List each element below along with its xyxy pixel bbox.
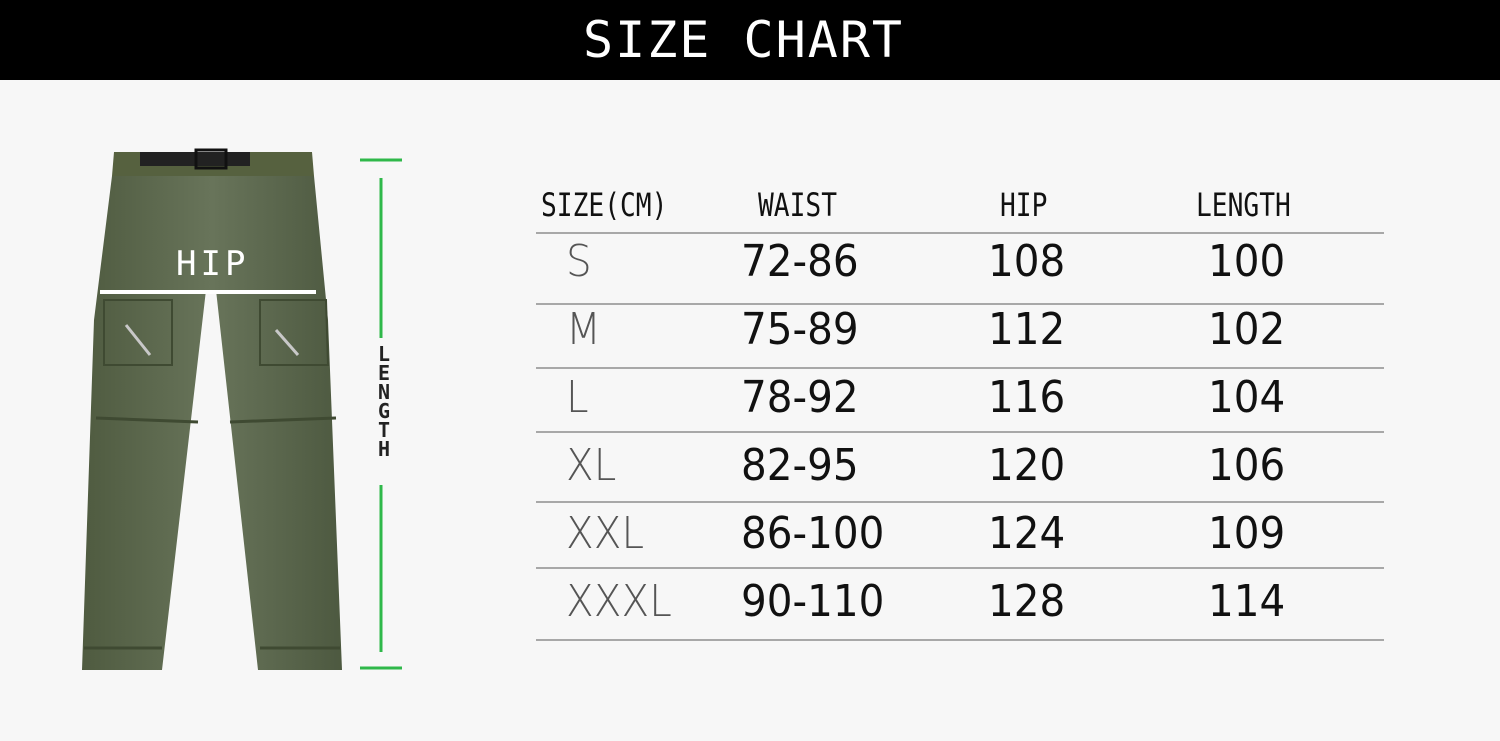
cell-waist: 82-95 bbox=[741, 440, 859, 491]
table-header: SIZE(CM) WAIST HIP LENGTH bbox=[536, 178, 1386, 234]
column-header-waist: WAIST bbox=[758, 186, 837, 224]
header-bar: SIZE CHART bbox=[0, 0, 1500, 80]
cell-waist: 78-92 bbox=[741, 372, 859, 423]
cell-hip: 112 bbox=[988, 304, 1066, 355]
cell-length: 106 bbox=[1208, 440, 1286, 491]
cell-length: 109 bbox=[1208, 508, 1286, 559]
table-rule bbox=[536, 431, 1384, 433]
cell-size: L bbox=[566, 372, 589, 423]
table-rule bbox=[536, 639, 1384, 641]
left-zip bbox=[124, 324, 152, 356]
cell-waist: 75-89 bbox=[741, 304, 859, 355]
hip-label: HIP bbox=[176, 244, 250, 284]
zip-seam bbox=[95, 416, 337, 424]
left-pocket bbox=[103, 299, 173, 366]
cell-hip: 116 bbox=[988, 372, 1066, 423]
cell-waist: 90-110 bbox=[741, 576, 885, 627]
cell-length: 114 bbox=[1208, 576, 1286, 627]
cell-waist: 72-86 bbox=[741, 236, 859, 287]
column-header-hip: HIP bbox=[1000, 186, 1048, 224]
cell-size: M bbox=[566, 304, 601, 355]
table-rule bbox=[536, 232, 1384, 234]
table-rule bbox=[536, 367, 1384, 369]
cell-hip: 120 bbox=[988, 440, 1066, 491]
cell-hip: 108 bbox=[988, 236, 1066, 287]
page-title: SIZE CHART bbox=[583, 11, 905, 69]
cell-hip: 124 bbox=[988, 508, 1066, 559]
cell-length: 102 bbox=[1208, 304, 1286, 355]
cell-length: 100 bbox=[1208, 236, 1286, 287]
size-table: SIZE(CM) WAIST HIP LENGTH S 72-86 108 100 M 7… bbox=[536, 178, 1386, 641]
cell-size: S bbox=[566, 236, 592, 287]
right-zip bbox=[274, 329, 300, 356]
right-pocket bbox=[259, 299, 330, 366]
cell-size: XXL bbox=[566, 508, 645, 559]
cell-size: XL bbox=[566, 440, 617, 491]
pants-illustration bbox=[82, 148, 402, 670]
cell-waist: 86-100 bbox=[741, 508, 885, 559]
column-header-size: SIZE(CM) bbox=[541, 186, 668, 224]
cell-hip: 128 bbox=[988, 576, 1066, 627]
column-header-length: LENGTH bbox=[1196, 186, 1291, 224]
belt-buckle bbox=[194, 148, 228, 170]
table-rule bbox=[536, 303, 1384, 305]
cell-length: 104 bbox=[1208, 372, 1286, 423]
table-rule bbox=[536, 567, 1384, 569]
table-rule bbox=[536, 501, 1384, 503]
cell-size: XXXL bbox=[566, 576, 672, 627]
